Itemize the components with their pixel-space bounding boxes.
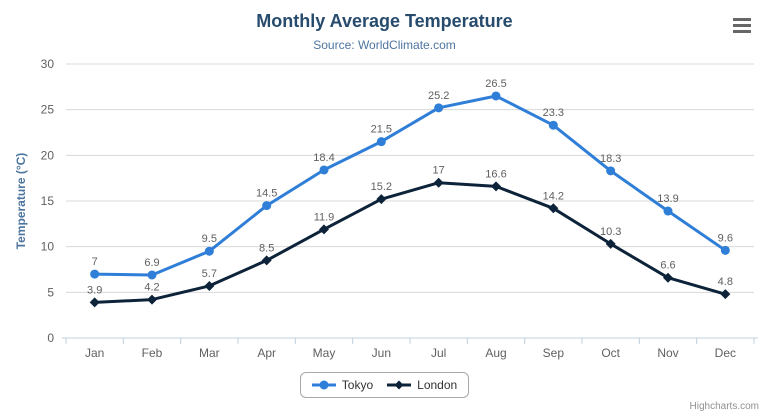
data-point-tokyo[interactable]: [606, 166, 616, 176]
data-label: 4.8: [718, 276, 733, 288]
data-label: 17: [433, 165, 445, 177]
data-point-london[interactable]: [89, 297, 100, 308]
legend: Tokyo London: [0, 372, 769, 398]
x-axis-tick-label: Aug: [485, 346, 506, 360]
legend-box: Tokyo London: [299, 372, 470, 398]
legend-marker-diamond-icon: [387, 380, 412, 390]
data-label: 5.7: [202, 268, 217, 280]
data-label: 6.9: [144, 257, 159, 269]
x-axis-tick-label: Dec: [715, 346, 736, 360]
data-point-london[interactable]: [376, 194, 387, 205]
data-point-london[interactable]: [491, 181, 501, 192]
data-point-tokyo[interactable]: [376, 137, 386, 147]
y-axis-tick-label: 5: [47, 285, 54, 299]
y-axis-tick-label: 0: [47, 331, 54, 345]
data-point-london[interactable]: [204, 280, 215, 291]
data-label: 9.5: [202, 233, 217, 245]
data-point-tokyo[interactable]: [204, 246, 214, 256]
data-label: 18.3: [600, 153, 621, 165]
data-label: 25.2: [428, 90, 449, 102]
x-axis-tick-label: Sep: [543, 346, 565, 360]
data-label: 15.2: [371, 181, 392, 193]
data-point-london[interactable]: [720, 289, 731, 300]
data-label: 6.6: [660, 260, 675, 272]
data-label: 14.5: [256, 188, 277, 200]
hamburger-icon[interactable]: [730, 14, 754, 36]
y-axis-tick-label: 10: [41, 240, 55, 254]
data-label: 4.2: [144, 282, 159, 294]
legend-label: London: [417, 378, 458, 392]
hamburger-bar: [733, 17, 751, 21]
data-point-london[interactable]: [663, 272, 673, 283]
x-axis-tick-label: Apr: [257, 346, 276, 360]
hamburger-bar: [733, 23, 751, 27]
data-point-tokyo[interactable]: [262, 201, 272, 211]
data-point-tokyo[interactable]: [319, 165, 329, 175]
data-label: 10.3: [600, 226, 621, 238]
y-axis-tick-label: 30: [41, 57, 55, 71]
legend-label: Tokyo: [341, 378, 374, 392]
data-label: 14.2: [543, 190, 564, 202]
data-point-tokyo[interactable]: [548, 120, 558, 130]
data-label: 23.3: [543, 107, 564, 119]
data-point-tokyo[interactable]: [90, 269, 100, 279]
x-axis-tick-label: Mar: [199, 346, 220, 360]
data-point-tokyo[interactable]: [147, 270, 157, 280]
data-point-tokyo[interactable]: [720, 245, 730, 255]
data-label: 7: [92, 256, 98, 268]
data-label: 3.9: [87, 284, 102, 296]
data-label: 13.9: [657, 193, 678, 205]
data-point-london[interactable]: [605, 238, 616, 249]
y-axis-tick-label: 15: [41, 194, 55, 208]
y-axis-tick-label: 20: [41, 148, 55, 162]
hamburger-bar: [733, 29, 751, 33]
data-point-tokyo[interactable]: [663, 206, 673, 216]
x-axis-tick-label: Jan: [85, 346, 104, 360]
series-line-tokyo: [94, 94, 727, 277]
data-label: 26.5: [485, 78, 506, 90]
x-axis-tick-label: Oct: [601, 346, 620, 360]
data-label: 21.5: [371, 124, 392, 136]
credits-link[interactable]: Highcharts.com: [689, 401, 759, 412]
x-axis-tick-label: Nov: [657, 346, 678, 360]
series-line-london: [94, 181, 726, 304]
y-axis-tick-label: 25: [41, 103, 55, 117]
legend-item-london[interactable]: London: [387, 378, 457, 392]
data-point-london[interactable]: [261, 255, 272, 266]
data-label: 18.4: [313, 152, 334, 164]
legend-item-tokyo[interactable]: Tokyo: [311, 378, 374, 392]
x-axis-tick-label: May: [313, 346, 336, 360]
data-label: 8.5: [259, 242, 274, 254]
chart-title: Monthly Average Temperature: [256, 11, 513, 31]
data-point-london[interactable]: [319, 224, 329, 235]
x-axis-tick-label: Jul: [431, 346, 446, 360]
y-axis-title: Temperature (°C): [14, 153, 28, 250]
data-point-tokyo[interactable]: [491, 91, 501, 101]
data-point-london[interactable]: [548, 203, 559, 214]
data-point-tokyo[interactable]: [434, 103, 444, 113]
x-axis-tick-label: Feb: [142, 346, 163, 360]
legend-marker-circle-icon: [311, 380, 336, 390]
data-label: 11.9: [314, 211, 335, 223]
data-point-london[interactable]: [433, 177, 444, 188]
data-point-london[interactable]: [147, 294, 157, 305]
chart-subtitle: Source: WorldClimate.com: [313, 38, 456, 52]
x-axis-tick-label: Jun: [372, 346, 391, 360]
data-label: 9.6: [718, 232, 733, 244]
data-label: 16.6: [485, 168, 506, 180]
